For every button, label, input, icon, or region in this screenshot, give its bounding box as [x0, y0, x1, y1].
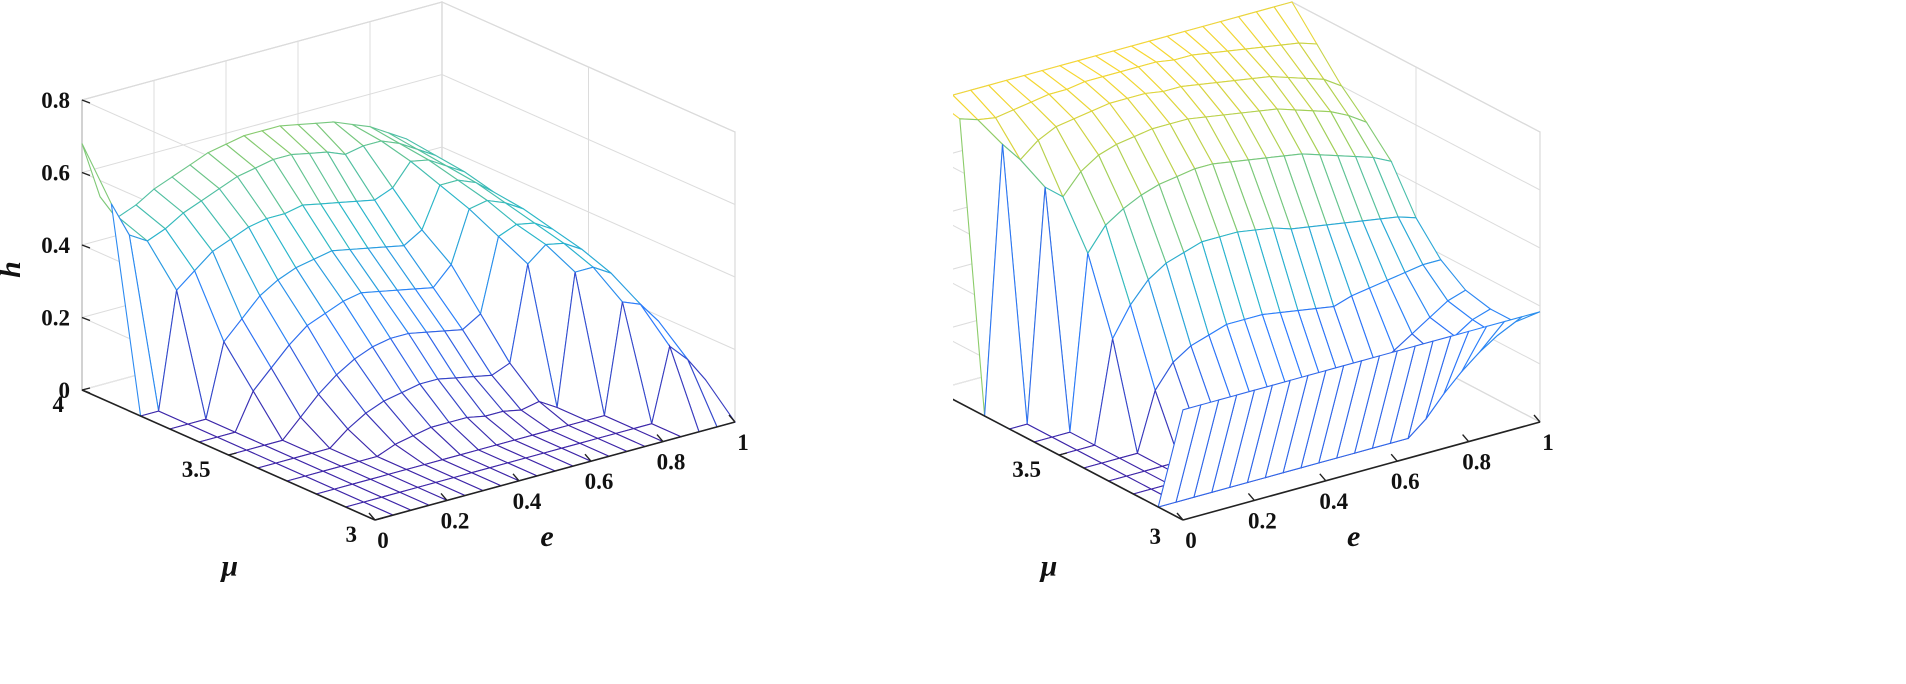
z-tick-label: 0.8	[41, 88, 70, 113]
z-axis-label: h	[0, 261, 27, 278]
mu-axis-label: μ	[219, 550, 238, 583]
e-tick-labels: 0 0.2 0.4 0.6 0.8 1	[1176, 414, 1554, 553]
e-tick-label: 0.6	[1391, 469, 1420, 494]
z-tick	[81, 99, 91, 104]
surface-plot-hu-svg: 00.20.40.60.8100.20.40.60.813.543huμe	[847, 1, 1554, 583]
e-tick	[440, 492, 448, 501]
e-tick	[512, 473, 520, 482]
e-tick	[1319, 473, 1327, 482]
z-tick-labels: 0 0.2 0.4 0.6 0.8	[41, 88, 91, 403]
e-tick	[1247, 492, 1255, 501]
mu-tick	[374, 517, 384, 521]
mu-tick	[81, 387, 91, 391]
e-axis-label: e	[1347, 520, 1360, 553]
z-tick	[81, 389, 91, 394]
e-axis-label: e	[540, 520, 553, 553]
mu-corner-tick-label: 3	[1150, 524, 1162, 549]
z-tick-label: 0.6	[41, 161, 70, 186]
e-tick	[1176, 512, 1184, 521]
mu-tick-label: 3	[346, 522, 358, 547]
e-tick-label: 0	[377, 528, 389, 553]
mu-tick-label: 3.5	[182, 457, 211, 482]
e-tick-label: 1	[1542, 430, 1554, 455]
e-tick-label: 0.8	[657, 450, 686, 475]
z-tick-label: 0.2	[41, 306, 70, 331]
e-tick-label: 0.6	[585, 469, 614, 494]
surface-mesh	[81, 121, 736, 521]
e-tick	[1390, 453, 1398, 462]
z-tick-label: 0	[59, 378, 71, 403]
z-tick	[81, 171, 91, 177]
e-tick-label: 0.8	[1462, 450, 1491, 475]
z-tick	[81, 244, 91, 249]
mu-tick	[228, 452, 237, 456]
e-tick-label: 0.2	[1248, 508, 1277, 533]
z-tick-label: 0.4	[41, 233, 70, 258]
e-axis-line	[1182, 421, 1541, 521]
mu-axis-label: μ	[1039, 550, 1058, 583]
surface-patch	[1157, 404, 1202, 508]
mu-tick-label: 4	[53, 392, 65, 417]
surface-mesh	[933, 1, 1541, 508]
z-tick	[81, 316, 91, 322]
e-tick	[368, 512, 376, 521]
e-tick	[1533, 414, 1541, 423]
e-tick-label: 1	[737, 430, 749, 455]
e-tick-labels: 0 0.2 0.4 0.6 0.8 1	[368, 414, 749, 553]
e-axis-line	[374, 421, 736, 521]
e-tick-label: 0.4	[1319, 489, 1348, 514]
surface-plot-hu: 00.20.40.60.8100.20.40.60.813.543huμe	[847, 0, 1906, 679]
e-tick-label: 0.4	[513, 489, 542, 514]
e-tick	[656, 434, 664, 443]
e-tick	[1462, 434, 1470, 443]
e-tick-label: 0	[1185, 528, 1197, 553]
e-tick	[728, 414, 736, 423]
e-tick-label: 0.2	[441, 508, 470, 533]
mu-tick-label: 3.5	[1012, 457, 1041, 482]
e-tick	[584, 453, 592, 462]
mu-tick-labels: 33.54	[53, 387, 384, 547]
mu-tick	[1058, 452, 1068, 456]
